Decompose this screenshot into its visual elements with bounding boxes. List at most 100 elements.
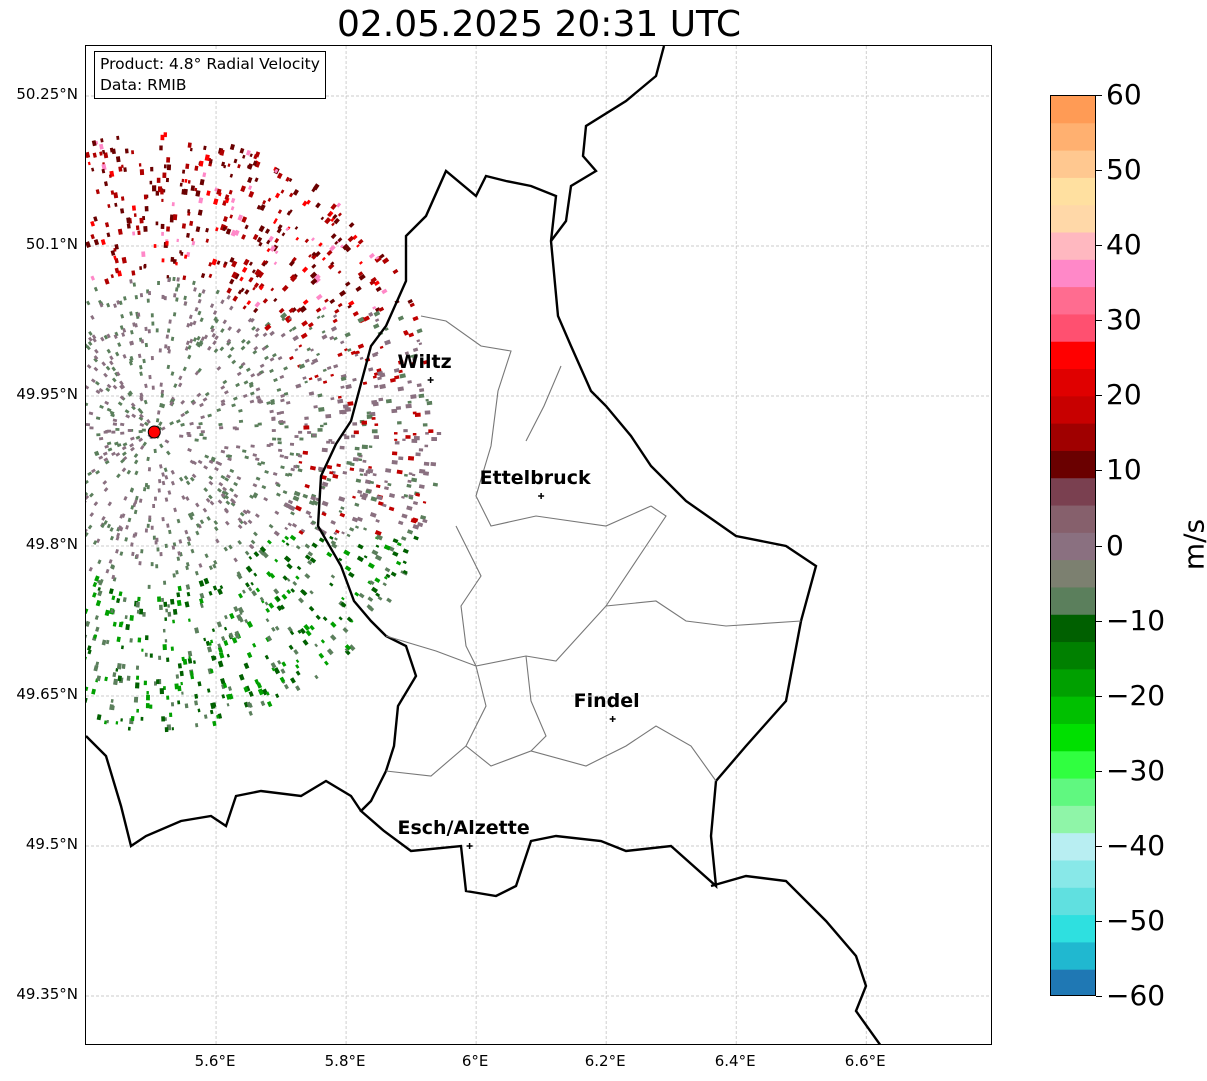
map-canvas [86, 46, 991, 1044]
district-boundary [525, 365, 562, 442]
district-boundary [525, 655, 547, 752]
colorbar-band [1051, 450, 1095, 479]
colorbar-band [1051, 614, 1095, 643]
colorbar-tick-label: 20 [1106, 378, 1142, 412]
colorbar-tick-label: 0 [1106, 528, 1124, 562]
lat-tick-label: 49.35°N [16, 985, 78, 1003]
colorbar-band [1051, 314, 1095, 343]
colorbar-band [1051, 778, 1095, 807]
colorbar-band [1051, 478, 1095, 507]
colorbar-band [1051, 696, 1095, 725]
colorbar-band [1051, 887, 1095, 916]
chart-title: 02.05.2025 20:31 UTC [336, 4, 742, 45]
lat-tick-label: 49.65°N [16, 685, 78, 703]
city-marker [609, 716, 616, 722]
colorbar-band [1051, 287, 1095, 316]
lon-tick-label: 5.6°E [194, 1052, 236, 1070]
colorbar-band [1051, 205, 1095, 234]
colorbar-tick [1096, 695, 1102, 697]
colorbar [1050, 95, 1096, 996]
colorbar-band [1051, 505, 1095, 534]
lon-tick-label: 6.4°E [714, 1052, 756, 1070]
colorbar-tick [1096, 470, 1102, 472]
colorbar-band [1051, 723, 1095, 752]
borders [86, 46, 882, 1044]
colorbar-tick [1096, 95, 1102, 96]
lat-tick-label: 50.1°N [25, 235, 78, 253]
city-marker [538, 493, 545, 499]
lat-tick-label: 50.25°N [16, 85, 78, 103]
colorbar-tick-label: 60 [1106, 78, 1142, 111]
colorbar-band [1051, 560, 1095, 589]
colorbar-tick [1096, 845, 1102, 847]
product-label: Product: 4.8° Radial Velocity [100, 55, 320, 73]
colorbar-band [1051, 969, 1095, 995]
colorbar-band [1051, 669, 1095, 698]
colorbar-tick-label: 30 [1106, 303, 1142, 337]
colorbar-band [1051, 642, 1095, 670]
gridlines [86, 46, 991, 1044]
colorbar-tick-label: −20 [1106, 678, 1166, 712]
lat-tick-label: 49.5°N [25, 835, 78, 853]
colorbar-band [1051, 341, 1095, 370]
colorbar-band [1051, 232, 1095, 261]
colorbar-band [1051, 805, 1095, 834]
lon-tick-label: 6°E [461, 1052, 489, 1070]
colorbar-unit-label: m/s [1177, 518, 1207, 571]
colorbar-band [1051, 587, 1095, 616]
map-panel[interactable] [85, 45, 992, 1045]
colorbar-tick-label: 40 [1106, 228, 1142, 262]
colorbar-band [1051, 423, 1095, 452]
city-marker [427, 377, 434, 383]
colorbar-tick-label: −50 [1106, 903, 1166, 937]
city-markers [427, 377, 616, 849]
colorbar-tick [1096, 996, 1102, 997]
colorbar-tick-label: −30 [1106, 753, 1166, 787]
colorbar-band [1051, 833, 1095, 862]
colorbar-tick [1096, 620, 1102, 622]
district-boundary [605, 505, 667, 607]
colorbar-tick [1096, 545, 1102, 547]
lon-tick-label: 5.8°E [324, 1052, 366, 1070]
colorbar-tick [1096, 170, 1102, 172]
product-info-box: Product: 4.8° Radial Velocity Data: RMIB [94, 51, 326, 99]
colorbar-tick [1096, 320, 1102, 322]
colorbar-tick-label: 50 [1106, 153, 1142, 187]
colorbar-tick-label: −60 [1106, 979, 1166, 1012]
colorbar-band [1051, 96, 1095, 124]
colorbar-tick-label: −10 [1106, 603, 1166, 637]
city-marker [466, 843, 473, 849]
colorbar-band [1051, 150, 1095, 179]
lat-tick-label: 49.8°N [25, 535, 78, 553]
lat-tick-label: 49.95°N [16, 385, 78, 403]
colorbar-band [1051, 751, 1095, 780]
colorbar-tick [1096, 395, 1102, 397]
radar-echoes [86, 132, 442, 733]
lon-tick-label: 6.6°E [844, 1052, 886, 1070]
colorbar-band [1051, 123, 1095, 152]
district-boundary [420, 315, 652, 527]
lon-tick-label: 6.2°E [584, 1052, 626, 1070]
colorbar-band [1051, 396, 1095, 425]
colorbar-band [1051, 259, 1095, 288]
colorbar-tick-label: 10 [1106, 453, 1142, 487]
colorbar-gradient [1051, 96, 1095, 995]
city-label: Findel [573, 690, 640, 712]
data-source-label: Data: RMIB [100, 76, 187, 94]
colorbar-band [1051, 860, 1095, 889]
colorbar-tick [1096, 920, 1102, 922]
colorbar-tick-label: −40 [1106, 828, 1166, 862]
colorbar-band [1051, 942, 1095, 971]
city-label: Wiltz [397, 351, 452, 373]
colorbar-band [1051, 369, 1095, 397]
district-boundary [385, 635, 717, 782]
colorbar-band [1051, 532, 1095, 561]
colorbar-band [1051, 177, 1095, 206]
district-boundary [385, 745, 467, 777]
colorbar-tick [1096, 770, 1102, 772]
colorbar-tick [1096, 245, 1102, 247]
city-label: Ettelbruck [479, 467, 591, 489]
radar-site-marker [147, 425, 161, 439]
district-boundary [455, 525, 802, 667]
colorbar-band [1051, 915, 1095, 943]
